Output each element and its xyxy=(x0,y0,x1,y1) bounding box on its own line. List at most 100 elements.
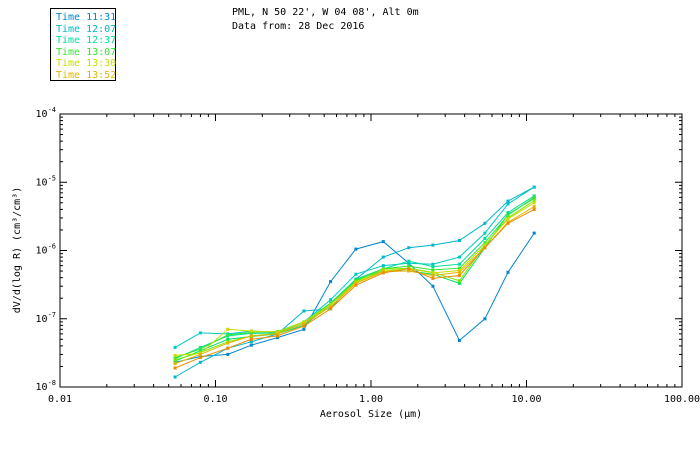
data-point xyxy=(457,266,461,270)
data-point xyxy=(506,221,510,225)
data-point xyxy=(173,345,177,349)
data-point xyxy=(483,231,487,235)
series-2 xyxy=(173,185,536,349)
data-point xyxy=(457,255,461,259)
data-point xyxy=(249,337,253,341)
legend-entry: Time 13:30 xyxy=(56,58,117,69)
data-point xyxy=(532,231,536,235)
data-point xyxy=(506,199,510,203)
data-point xyxy=(506,202,510,206)
data-point xyxy=(457,270,461,274)
data-point xyxy=(329,298,333,302)
plot-frame xyxy=(59,113,683,388)
x-tick-label: 100.00 xyxy=(664,394,700,405)
data-point xyxy=(532,195,536,199)
legend-entry: Time 13:52 xyxy=(56,69,117,81)
data-point xyxy=(532,205,536,209)
data-point xyxy=(198,347,202,351)
data-point xyxy=(483,317,487,321)
data-point xyxy=(532,185,536,189)
x-tick-label: 0.10 xyxy=(203,394,227,405)
data-point xyxy=(354,283,358,287)
data-point xyxy=(457,339,461,342)
legend-entry: Time 11:31 xyxy=(56,12,117,23)
data-point xyxy=(483,237,487,240)
data-point xyxy=(532,201,536,205)
y-tick-label: 10-7 xyxy=(36,311,56,325)
data-point xyxy=(431,276,435,280)
data-point xyxy=(407,269,411,273)
data-point xyxy=(226,337,230,341)
data-point xyxy=(381,271,385,275)
data-point xyxy=(329,303,333,307)
data-point xyxy=(407,246,411,250)
x-tick-label: 0.01 xyxy=(48,394,72,405)
data-point xyxy=(431,284,435,288)
data-point xyxy=(532,199,536,202)
series-5 xyxy=(173,195,536,360)
data-point xyxy=(457,262,461,266)
data-point xyxy=(173,375,177,379)
data-point xyxy=(302,320,306,324)
data-point xyxy=(329,305,333,309)
data-point xyxy=(198,360,202,364)
data-point xyxy=(198,352,202,356)
data-point xyxy=(226,352,230,356)
chart-legend: Time 11:31 Time 12:07 Time 12:37 Time 13:07… xyxy=(50,8,116,81)
data-point xyxy=(381,267,385,271)
series-line xyxy=(174,186,535,348)
data-point xyxy=(457,269,461,272)
data-point xyxy=(275,330,279,334)
data-point xyxy=(198,331,202,335)
data-point xyxy=(431,243,435,247)
data-point xyxy=(226,341,230,345)
data-point xyxy=(354,272,358,276)
data-point xyxy=(275,336,279,340)
data-point xyxy=(381,264,385,268)
data-point xyxy=(431,271,435,275)
data-point xyxy=(302,322,306,326)
date-header: Data from: 28 Dec 2016 xyxy=(232,21,365,32)
data-point xyxy=(483,221,487,225)
series-8 xyxy=(173,205,536,366)
location-header: PML, N 50 22', W 04 08', Alt 0m xyxy=(232,7,419,18)
data-point xyxy=(249,340,253,344)
data-point xyxy=(329,307,333,311)
data-point xyxy=(173,353,177,357)
x-axis-title: Aerosol Size (µm) xyxy=(320,409,422,420)
data-point xyxy=(302,309,306,313)
data-point xyxy=(198,356,202,360)
data-point xyxy=(407,259,411,263)
data-point xyxy=(407,264,411,268)
data-point xyxy=(431,262,435,266)
data-point xyxy=(483,241,487,245)
data-point xyxy=(249,329,253,333)
data-point xyxy=(226,333,230,337)
data-point xyxy=(302,324,306,328)
data-point xyxy=(506,270,510,274)
data-point xyxy=(329,301,333,305)
x-tick-label: 1.00 xyxy=(359,394,383,405)
y-tick-label: 10-6 xyxy=(36,243,56,257)
data-point xyxy=(483,243,487,247)
data-point xyxy=(173,362,177,366)
data-point xyxy=(431,274,435,277)
data-point xyxy=(302,327,306,331)
data-point xyxy=(329,280,333,284)
data-point xyxy=(354,247,358,251)
y-tick-label: 10-8 xyxy=(36,379,56,393)
data-point xyxy=(506,211,510,214)
data-point xyxy=(506,217,510,221)
data-point xyxy=(249,334,253,338)
data-point xyxy=(198,349,202,353)
data-point xyxy=(173,366,177,370)
data-point xyxy=(457,239,461,242)
data-point xyxy=(198,345,202,349)
data-point xyxy=(407,261,411,265)
data-point xyxy=(173,356,177,360)
data-point xyxy=(226,327,230,331)
data-point xyxy=(457,279,461,283)
legend-entry: Time 12:37 xyxy=(56,35,117,46)
y-axis-title: dV/d(log R) (cm³/cm³) xyxy=(12,187,23,313)
